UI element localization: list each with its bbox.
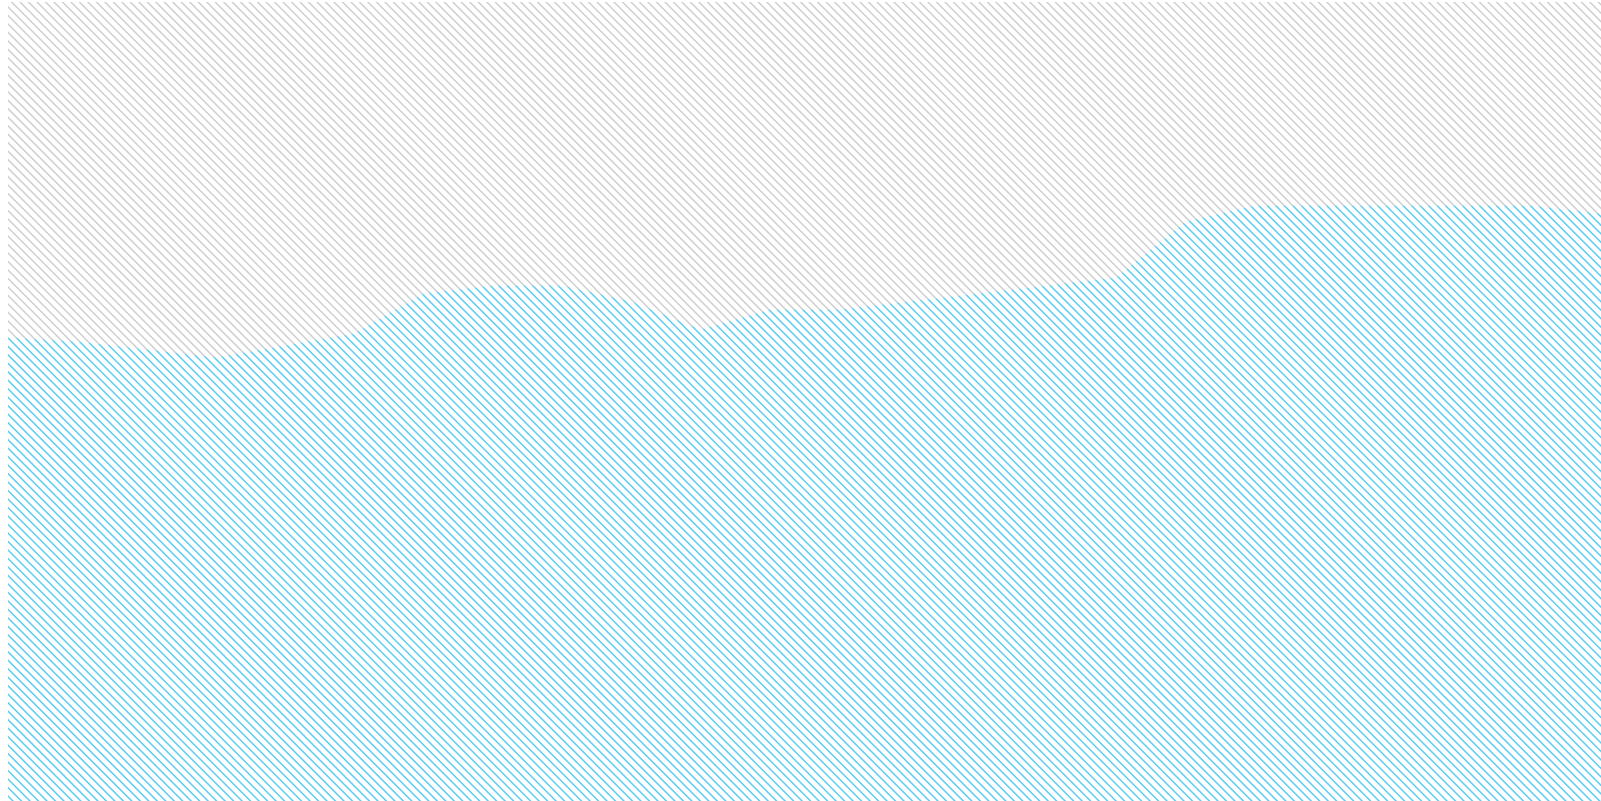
series-layer (8, 205, 1601, 801)
area-series-0 (8, 205, 1601, 801)
